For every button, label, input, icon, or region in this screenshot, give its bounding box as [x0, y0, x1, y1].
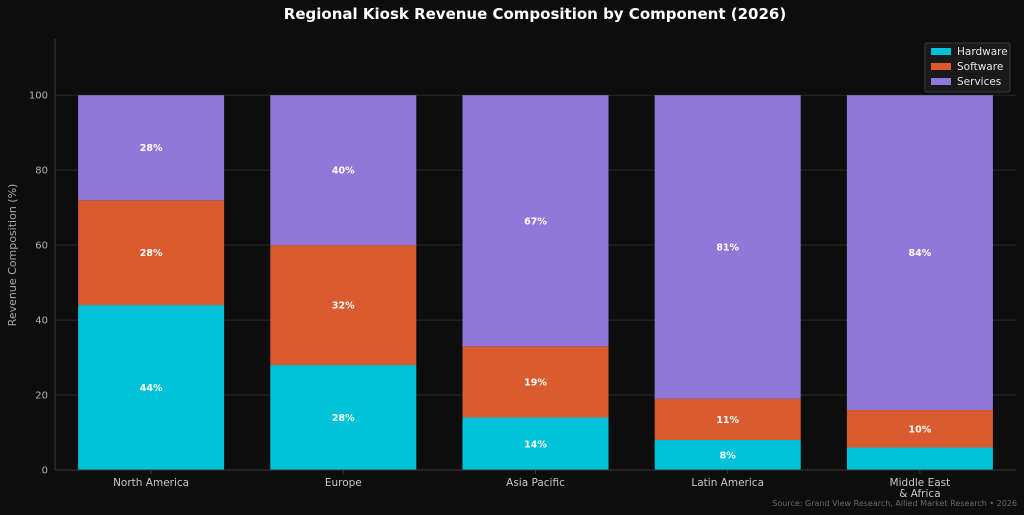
bar-segment-services [654, 95, 801, 399]
data-label: 10% [909, 424, 932, 435]
bar-segment-services [462, 95, 609, 347]
bar-segment-services [78, 95, 225, 201]
data-label: 8% [720, 451, 737, 462]
y-tick-label: 20 [35, 391, 48, 402]
legend-item: Software [957, 61, 1003, 73]
legend-swatch [931, 78, 951, 85]
y-tick-label: 60 [35, 241, 48, 252]
x-tick-label-line: North America [113, 477, 189, 489]
legend-swatch [931, 48, 951, 55]
y-axis-label: Revenue Composition (%) [6, 184, 19, 327]
axes-layer: 0 20 40 60 80 100 North America Europe Asia Paci… [29, 39, 1016, 500]
x-tick-label: Europe [325, 477, 362, 489]
bar-segment-software [270, 245, 417, 366]
bar-segment-hardware [846, 447, 993, 470]
bar-segment-software [78, 200, 225, 306]
y-tick-label: 0 [42, 466, 48, 477]
data-label: 28% [332, 413, 355, 424]
legend-swatch [931, 63, 951, 70]
chart-title: Regional Kiosk Revenue Composition by Co… [284, 5, 786, 23]
x-tick-label-line: Latin America [691, 477, 764, 489]
bar-segment-services [270, 95, 417, 246]
y-tick-label: 80 [35, 166, 48, 177]
data-label: 14% [524, 439, 547, 450]
x-tick-label-line: Asia Pacific [506, 477, 565, 489]
x-tick-label: Asia Pacific [506, 477, 565, 489]
bar-segment-hardware [78, 305, 225, 470]
data-label: 19% [524, 377, 547, 388]
data-label: 28% [140, 143, 163, 154]
legend-item: Services [957, 76, 1001, 88]
x-tick-label: Middle East & Africa [890, 477, 951, 500]
data-label: 84% [909, 248, 932, 259]
bars-layer: 44% 28% 28% 28% 32% 40% 14% 19% 67% 8% 11% 81% 10% 84… [78, 95, 993, 470]
x-tick-label: North America [113, 477, 189, 489]
legend-item: Hardware [957, 46, 1008, 58]
data-label: 40% [332, 166, 355, 177]
bar-segment-hardware [654, 440, 801, 470]
x-tick-label-line: & Africa [899, 488, 940, 500]
data-label: 67% [524, 216, 547, 227]
data-label: 32% [332, 301, 355, 312]
x-tick-label: Latin America [691, 477, 764, 489]
bar-segment-hardware [270, 365, 417, 470]
bar-segment-software [462, 346, 609, 418]
bar-segment-software [654, 398, 801, 441]
legend: Hardware Software Services [924, 42, 1011, 93]
y-tick-label: 100 [29, 91, 48, 102]
y-tick-label: 40 [35, 316, 48, 327]
x-tick-label-line: Middle East [890, 477, 951, 489]
data-label: 81% [716, 243, 739, 254]
bar-segment-services [846, 95, 993, 411]
data-label: 11% [716, 415, 739, 426]
data-label: 28% [140, 248, 163, 259]
data-label: 44% [140, 383, 163, 394]
x-tick-label-line: Europe [325, 477, 362, 489]
source-note: Source: Grand View Research, Allied Mark… [772, 499, 1017, 508]
bar-segment-hardware [462, 417, 609, 470]
bar-segment-software [846, 410, 993, 448]
